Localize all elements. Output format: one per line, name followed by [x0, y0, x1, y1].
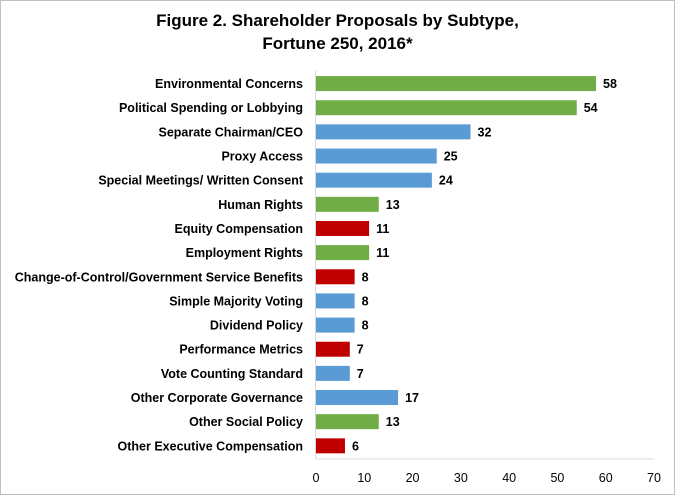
- x-axis: 0 10 20 30 40 50 60 70: [313, 70, 661, 485]
- category-label: Other Executive Compensation: [118, 439, 303, 453]
- bars-group: [316, 76, 597, 454]
- category-label: Performance Metrics: [179, 343, 303, 357]
- category-label: Special Meetings/ Written Consent: [98, 174, 304, 188]
- bar: [316, 196, 379, 212]
- category-label: Change-of-Control/Government Service Ben…: [15, 270, 303, 284]
- x-tick-label: 30: [454, 471, 468, 485]
- x-tick-label: 70: [647, 471, 661, 485]
- value-label: 8: [362, 319, 369, 333]
- category-label: Employment Rights: [186, 246, 303, 260]
- category-label: Other Social Policy: [189, 415, 303, 429]
- x-tick-label: 60: [599, 471, 613, 485]
- bar: [316, 172, 432, 188]
- value-label: 11: [376, 246, 389, 260]
- value-label: 25: [444, 150, 458, 164]
- bar: [316, 414, 379, 430]
- value-label: 11: [376, 222, 389, 236]
- value-label: 6: [352, 439, 359, 453]
- value-label: 58: [603, 77, 617, 91]
- bar: [316, 245, 370, 261]
- category-label: Other Corporate Governance: [131, 391, 303, 405]
- bar: [316, 341, 350, 357]
- category-label: Equity Compensation: [175, 222, 303, 236]
- value-label: 13: [386, 415, 400, 429]
- value-label: 13: [386, 198, 400, 212]
- value-labels-group: 58 54 32 25 24 13 11 11 8 8 8 7 7 17 13 6: [352, 77, 617, 453]
- category-label: Dividend Policy: [210, 319, 303, 333]
- value-label: 8: [362, 270, 369, 284]
- bar: [316, 124, 471, 140]
- value-label: 8: [362, 294, 369, 308]
- bar: [316, 269, 355, 285]
- bar: [316, 317, 355, 333]
- value-label: 7: [357, 343, 364, 357]
- x-tick-label: 40: [502, 471, 516, 485]
- value-label: 32: [478, 125, 492, 139]
- category-label: Proxy Access: [221, 150, 303, 164]
- bar: [316, 365, 350, 381]
- category-label: Human Rights: [218, 198, 303, 212]
- x-tick-label: 0: [313, 471, 320, 485]
- bar: [316, 438, 345, 454]
- bar: [316, 293, 355, 309]
- x-tick-label: 10: [357, 471, 371, 485]
- category-labels-group: Environmental Concerns Political Spending…: [15, 77, 304, 453]
- chart-title-line-1: Figure 2. Shareholder Proposals by Subty…: [156, 11, 519, 30]
- value-label: 7: [357, 367, 364, 381]
- chart-title-line-2: Fortune 250, 2016*: [262, 34, 413, 53]
- category-label: Political Spending or Lobbying: [119, 101, 303, 115]
- bar: [316, 220, 370, 236]
- bar: [316, 76, 597, 92]
- x-tick-label: 20: [406, 471, 420, 485]
- category-label: Environmental Concerns: [155, 77, 303, 91]
- value-label: 54: [584, 101, 598, 115]
- category-label: Vote Counting Standard: [161, 367, 303, 381]
- x-tick-label: 50: [550, 471, 564, 485]
- category-label: Separate Chairman/CEO: [159, 125, 304, 139]
- bar: [316, 148, 437, 164]
- category-label: Simple Majority Voting: [169, 294, 303, 308]
- value-label: 24: [439, 174, 453, 188]
- bar: [316, 100, 577, 116]
- bar: [316, 390, 399, 406]
- value-label: 17: [405, 391, 419, 405]
